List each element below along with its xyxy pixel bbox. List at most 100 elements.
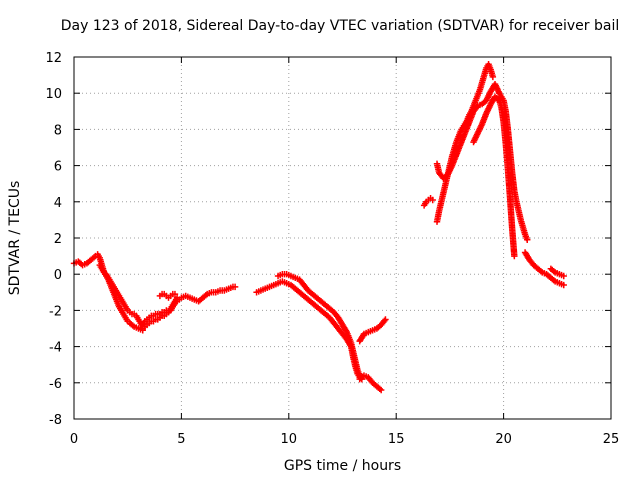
data-point-fill bbox=[521, 229, 528, 236]
y-tick-label: 6 bbox=[54, 160, 62, 175]
data-point-fill bbox=[264, 284, 271, 291]
axis-ticks: 0 5 10 15 20 25 -8 -6 -4 -2 0 2 4 6 8 10 12 bbox=[45, 51, 619, 447]
x-tick-label: 0 bbox=[70, 432, 78, 447]
data-point-fill bbox=[281, 271, 288, 278]
y-tick-label: -4 bbox=[49, 341, 62, 356]
data-point-fill bbox=[454, 135, 461, 142]
data-point bbox=[171, 290, 179, 298]
data-point-fill bbox=[554, 270, 561, 277]
data-point-fill bbox=[294, 275, 301, 282]
data-point-fill bbox=[121, 301, 128, 309]
y-tick-label: 12 bbox=[45, 51, 62, 66]
data-point-fill bbox=[188, 295, 196, 302]
data-point-fill bbox=[558, 271, 565, 279]
data-point-fill bbox=[523, 234, 530, 242]
data-point-fill bbox=[97, 263, 105, 271]
data-point-fill bbox=[380, 318, 387, 326]
data-point-fill bbox=[285, 280, 292, 288]
x-tick-label: 15 bbox=[388, 432, 405, 447]
data-point-fill bbox=[362, 329, 370, 337]
data-point-fill bbox=[473, 104, 480, 111]
y-axis-label: SDTVAR / TECUs bbox=[7, 181, 23, 296]
data-point-fill bbox=[489, 71, 496, 79]
data-point-fill bbox=[255, 288, 262, 295]
data-point-fill bbox=[439, 191, 447, 198]
data-point-fill bbox=[115, 301, 122, 309]
data-point-fill bbox=[519, 222, 526, 229]
data-point-fill bbox=[170, 299, 178, 307]
data-point-fill bbox=[219, 287, 226, 294]
data-point-fill bbox=[345, 332, 352, 339]
data-point-fill bbox=[537, 267, 545, 275]
data-point-fill bbox=[272, 280, 280, 288]
data-point-fill bbox=[129, 322, 136, 329]
data-point-fill bbox=[112, 287, 120, 294]
grid bbox=[74, 57, 611, 419]
data-point-fill bbox=[116, 305, 124, 312]
data-point-fill bbox=[480, 73, 487, 81]
data-point-fill bbox=[166, 307, 173, 314]
data-point-fill bbox=[371, 326, 378, 333]
data-point-fill bbox=[511, 251, 518, 258]
data-point-fill bbox=[223, 286, 230, 293]
x-tick-label: 20 bbox=[495, 432, 512, 447]
data-point-fill bbox=[497, 102, 505, 110]
data-point-fill bbox=[353, 365, 361, 372]
data-point-fill bbox=[476, 101, 484, 109]
data-point-fill bbox=[367, 376, 374, 384]
data-point-fill bbox=[289, 273, 297, 281]
data-point-fill bbox=[452, 153, 459, 160]
data-point-fill bbox=[461, 131, 468, 138]
data-point-fill bbox=[473, 93, 481, 101]
data-point-fill bbox=[351, 356, 359, 363]
data-point-fill bbox=[497, 91, 504, 99]
data-point-fill bbox=[268, 282, 275, 290]
data-point-fill bbox=[210, 289, 217, 296]
data-point-fill bbox=[259, 286, 267, 293]
data-point-fill bbox=[448, 163, 455, 171]
data-point-fill bbox=[106, 276, 113, 283]
data-point-fill bbox=[328, 317, 335, 324]
data-point-fill bbox=[104, 272, 111, 280]
data-point-fill bbox=[486, 64, 494, 72]
chart-title: Day 123 of 2018, Sidereal Day-to-day VTE… bbox=[61, 18, 619, 34]
data-point-fill bbox=[110, 283, 117, 291]
data-point-fill bbox=[376, 385, 383, 393]
data-point-fill bbox=[108, 280, 115, 287]
y-tick-label: -2 bbox=[49, 304, 62, 319]
data-point-fill bbox=[119, 309, 126, 316]
y-tick-label: 10 bbox=[45, 87, 62, 102]
data-point-fill bbox=[528, 259, 535, 266]
data-point-fill bbox=[367, 328, 374, 335]
data-point bbox=[231, 283, 239, 291]
data-point-fill bbox=[114, 290, 122, 298]
data-point-fill bbox=[550, 277, 557, 284]
y-tick-label: 2 bbox=[54, 232, 62, 247]
data-point bbox=[429, 196, 436, 204]
data-point-fill bbox=[133, 324, 140, 331]
y-tick-label: -6 bbox=[49, 377, 62, 392]
data-point-fill bbox=[465, 120, 472, 127]
data-point-fill bbox=[227, 284, 235, 291]
data-point-fill bbox=[362, 373, 370, 380]
data-point-fill bbox=[421, 200, 429, 207]
data-point-fill bbox=[517, 214, 524, 222]
data-point-fill bbox=[298, 279, 305, 286]
data-point-fill bbox=[202, 292, 209, 299]
y-tick-label: 8 bbox=[54, 123, 62, 138]
data-point-fill bbox=[285, 271, 292, 279]
data-point-fill bbox=[119, 298, 126, 305]
data-point-fill bbox=[95, 252, 102, 260]
data-point-fill bbox=[140, 319, 148, 327]
plot-frame bbox=[73, 56, 612, 420]
data-point-fill bbox=[302, 284, 310, 291]
data-point-fill bbox=[476, 88, 483, 95]
data-point-fill bbox=[99, 267, 107, 274]
data-point-fill bbox=[214, 288, 222, 295]
x-tick-label: 25 bbox=[603, 432, 620, 447]
data-point-fill bbox=[123, 316, 130, 323]
data-point-fill bbox=[116, 294, 124, 301]
data-point-fill bbox=[482, 66, 490, 73]
data-point-fill bbox=[558, 280, 565, 288]
